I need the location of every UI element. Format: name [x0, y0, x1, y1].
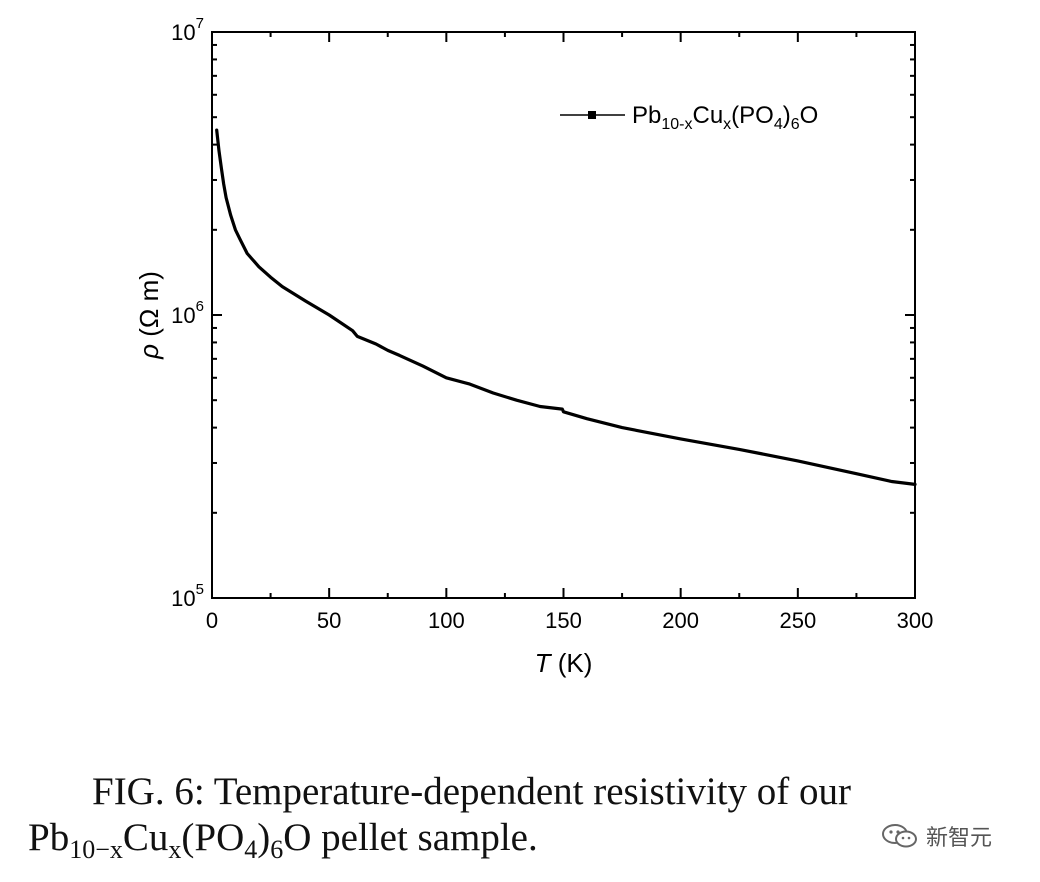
x-axis-label: T (K) [535, 648, 593, 678]
x-tick-label: 250 [779, 608, 816, 633]
x-tick-label: 50 [317, 608, 341, 633]
series-layer [215, 128, 917, 486]
figure-caption-line-2: Pb10−xCux(PO4)6O pellet sample. [28, 818, 1040, 863]
caption-formula-sub-10x: 10−x [69, 835, 123, 864]
caption-formula-po: (PO [181, 816, 245, 859]
caption-formula-paren: ) [257, 816, 271, 859]
x-tick-label: 300 [897, 608, 934, 633]
legend-marker [588, 111, 596, 119]
caption-formula-sub-6: 6 [270, 835, 284, 864]
axis-labels: 0 50 100 150 200 250 300 105 106 107 T (K) ρ (Ω m) [134, 15, 933, 678]
wechat-icon [882, 824, 917, 848]
watermark: 新智元 [880, 820, 992, 852]
y-axis-label: ρ (Ω m) [134, 271, 164, 360]
y-tick-label: 107 [171, 15, 204, 45]
caption-formula-cu: Cu [122, 816, 169, 859]
legend: Pb10-xCux(PO4)6O [560, 102, 818, 133]
y-tick-label: 105 [171, 581, 204, 611]
series-line [215, 128, 917, 486]
x-tick-label: 200 [662, 608, 699, 633]
legend-label: Pb10-xCux(PO4)6O [632, 102, 818, 133]
caption-rest: O pellet sample. [283, 816, 538, 859]
x-tick-label: 100 [428, 608, 465, 633]
watermark-text: 新智元 [926, 826, 993, 851]
caption-formula-sub-4: 4 [244, 835, 258, 864]
y-tick-label: 106 [171, 298, 204, 328]
x-tick-label: 150 [545, 608, 582, 633]
x-tick-label: 0 [206, 608, 218, 633]
figure-caption-line-1: FIG. 6: Temperature-dependent resistivit… [92, 770, 852, 813]
caption-formula-pb: Pb [28, 816, 70, 859]
caption-formula-sub-x: x [168, 835, 182, 864]
resistivity-chart: Pb10-xCux(PO4)6O 0 50 100 150 200 250 300 105 10… [134, 15, 933, 678]
plot-frame [211, 31, 916, 599]
